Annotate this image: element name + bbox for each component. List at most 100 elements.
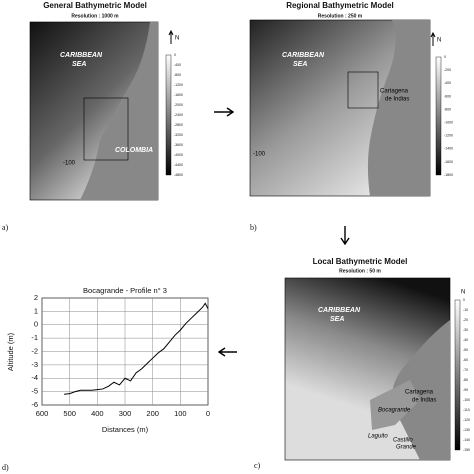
land [370, 380, 420, 430]
colorbar-label: -150 [463, 448, 470, 452]
x-tick-label: 500 [63, 409, 76, 418]
panel-label: c) [254, 461, 261, 470]
subtitle: Resolution : 250 m [318, 13, 363, 19]
y-tick-label: -6 [31, 400, 38, 409]
colorbar-label: -120 [463, 418, 470, 422]
colorbar [165, 54, 172, 176]
sea-label: CARIBBEAN [282, 52, 325, 59]
y-axis-label: Altitude (m) [6, 332, 15, 371]
land [392, 320, 450, 460]
arrow [340, 226, 350, 246]
profile-line [64, 302, 209, 395]
sea-label: CARIBBEAN [60, 52, 103, 59]
colorbar [435, 56, 442, 176]
colorbar-label: -60 [463, 358, 468, 362]
colorbar-label: -1200 [444, 134, 453, 138]
chart-title: Bocagrande - Profile n° 3 [83, 286, 167, 295]
colorbar-label: -4800 [174, 173, 183, 177]
x-tick-label: 100 [174, 409, 187, 418]
city-label: Cartagena [405, 390, 434, 396]
colorbar-label: -70 [463, 368, 468, 372]
x-tick-label: 600 [36, 409, 49, 418]
colorbar-label: -100 [463, 398, 470, 402]
colorbar-label: -30 [463, 328, 468, 332]
colorbar-label: -1600 [444, 160, 453, 164]
colorbar-label: -90 [463, 388, 468, 392]
x-tick-label: 200 [146, 409, 159, 418]
colorbar-label: -400 [444, 81, 451, 85]
sea-label: SEA [293, 61, 307, 68]
y-tick-label: -3 [31, 360, 38, 369]
x-tick-label: 300 [119, 409, 132, 418]
contour-label: -100 [253, 152, 266, 158]
panel-label: d) [2, 463, 9, 472]
colorbar-label: -200 [444, 68, 451, 72]
colorbar-label: -2000 [174, 103, 183, 107]
north: N [461, 290, 465, 296]
sea-label: SEA [330, 316, 344, 323]
panel-label: a) [2, 223, 9, 232]
subtitle: Resolution : 1000 m [71, 13, 119, 19]
colorbar-label: -1800 [444, 173, 453, 177]
contour-label: -100 [63, 161, 76, 167]
colorbar-label: -1200 [174, 83, 183, 87]
x-tick-label: 400 [91, 409, 104, 418]
colorbar-label: -2400 [174, 113, 183, 117]
colorbar [454, 299, 461, 451]
place-label: Castillo [393, 438, 413, 444]
city-label: de Indias [412, 398, 436, 404]
y-tick-label: 0 [34, 320, 38, 329]
x-axis-label: Distances (m) [102, 425, 149, 434]
arrow [214, 107, 235, 117]
title: General Bathymetric Model [43, 1, 147, 10]
north-arrow [430, 31, 436, 46]
panel-a: General Bathymetric Model Resolution : 1… [2, 1, 179, 232]
colorbar-label: -2800 [174, 123, 183, 127]
title: Regional Bathymetric Model [286, 1, 394, 10]
city-label: Cartagena [380, 89, 409, 95]
land [367, 20, 430, 196]
colorbar-label: -80 [463, 378, 468, 382]
north: N [175, 36, 179, 42]
subtitle: Resolution : 50 m [339, 268, 381, 274]
title: Local Bathymetric Model [313, 257, 408, 266]
colorbar-label: -1600 [174, 93, 183, 97]
colorbar-label: 0 [444, 55, 446, 59]
colorbar-label: -800 [174, 73, 181, 77]
place-label: Bocagrande [378, 408, 411, 414]
colorbar-label: 0 [174, 53, 176, 57]
panel-b: Regional Bathymetric Model Resolution : … [249, 1, 442, 232]
panel-label: b) [250, 223, 257, 232]
y-tick-label: 1 [34, 306, 38, 315]
y-tick-label: -5 [31, 387, 38, 396]
colorbar-label: -3600 [174, 143, 183, 147]
colorbar-label: -4400 [174, 163, 183, 167]
city-label: de Indias [385, 97, 409, 103]
colorbar-label: -10 [463, 308, 468, 312]
colorbar-label: -600 [444, 94, 451, 98]
zoom-box [83, 97, 129, 161]
colorbar-label: -140 [463, 438, 470, 442]
colorbar-label: -1400 [444, 147, 453, 151]
profile-chart: Bocagrande - Profile n° 3 Distances (m) … [2, 286, 210, 472]
colorbar-label: 0 [463, 298, 465, 302]
colorbar-label: -40 [463, 338, 468, 342]
colorbar-label: -130 [463, 428, 470, 432]
place-label: Grande [396, 445, 417, 451]
colorbar-label: -3200 [174, 133, 183, 137]
y-tick-label: -4 [31, 373, 38, 382]
sea-label: SEA [72, 61, 86, 68]
colorbar-label: -800 [444, 107, 451, 111]
place-label: Laguito [368, 434, 388, 440]
colorbar-label: -4000 [174, 153, 183, 157]
y-tick-label: 2 [34, 293, 38, 302]
sea-label: CARIBBEAN [318, 307, 361, 314]
arrow [217, 347, 237, 357]
colorbar-label: -50 [463, 348, 468, 352]
colorbar-label: -1000 [444, 120, 453, 124]
land [80, 22, 158, 200]
north-arrow [168, 29, 174, 44]
panel-c: Local Bathymetric Model Resolution : 50 … [254, 257, 465, 470]
land-label: COLOMBIA [115, 147, 153, 154]
